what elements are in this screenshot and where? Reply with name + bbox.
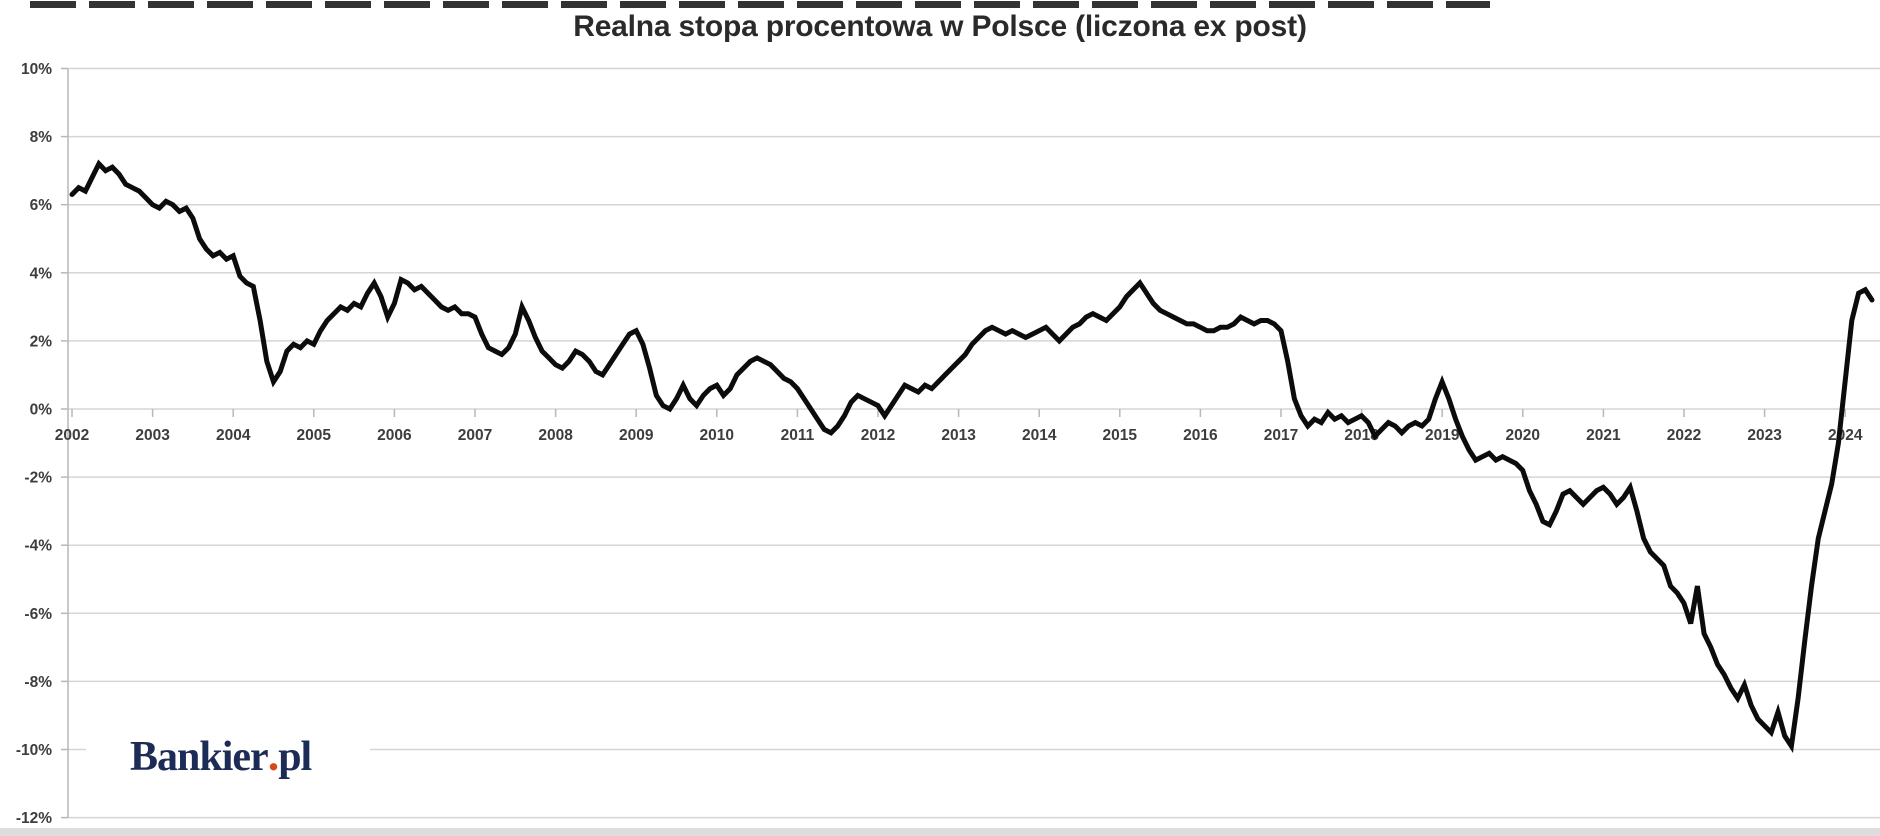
y-tick-label: 2% xyxy=(30,333,53,350)
y-tick-label: -2% xyxy=(24,470,52,487)
x-tick-label: 2012 xyxy=(861,427,895,444)
x-tick-label: 2016 xyxy=(1183,427,1218,444)
x-tick-label: 2009 xyxy=(619,427,654,444)
x-tick-label: 2021 xyxy=(1586,427,1621,444)
y-tick-label: -10% xyxy=(16,742,52,759)
logo-brand-text: Bankier xyxy=(130,734,269,780)
x-tick-label: 2013 xyxy=(941,427,976,444)
y-tick-label: 0% xyxy=(30,402,53,419)
x-tick-label: 2023 xyxy=(1747,427,1782,444)
x-tick-label: 2022 xyxy=(1667,427,1701,444)
x-tick-label: 2005 xyxy=(297,427,332,444)
y-tick-label: 6% xyxy=(30,197,53,214)
bankier-logo: Bankier.pl xyxy=(130,728,312,780)
y-tick-label: 4% xyxy=(30,265,53,282)
logo-background-patch xyxy=(86,702,370,792)
x-tick-label: 2006 xyxy=(377,427,412,444)
y-tick-label: -6% xyxy=(24,606,52,623)
x-tick-label: 2008 xyxy=(538,427,573,444)
x-tick-label: 2020 xyxy=(1506,427,1540,444)
logo-dot: . xyxy=(267,729,279,780)
x-tick-label: 2003 xyxy=(135,427,170,444)
x-tick-label: 2010 xyxy=(700,427,734,444)
y-tick-label: 8% xyxy=(30,129,53,146)
x-tick-label: 2007 xyxy=(458,427,492,444)
chart-title: Realna stopa procentowa w Polsce (liczon… xyxy=(573,10,1307,43)
y-tick-label: -8% xyxy=(24,674,52,691)
x-tick-label: 2024 xyxy=(1828,427,1863,444)
x-tick-label: 2017 xyxy=(1264,427,1298,444)
y-tick-label: 10% xyxy=(21,61,52,78)
logo-suffix-text: pl xyxy=(278,734,312,780)
x-tick-label: 2015 xyxy=(1103,427,1138,444)
bottom-edge-strip xyxy=(0,828,1880,836)
x-tick-label: 2011 xyxy=(781,427,815,444)
y-tick-label: -4% xyxy=(24,538,52,555)
real-rate-line-series xyxy=(69,159,1875,754)
x-tick-label: 2014 xyxy=(1022,427,1057,444)
x-tick-label: 2002 xyxy=(55,427,89,444)
x-tick-label: 2004 xyxy=(216,427,251,444)
y-tick-label: -12% xyxy=(16,810,52,827)
x-tick-label: 2019 xyxy=(1425,427,1460,444)
